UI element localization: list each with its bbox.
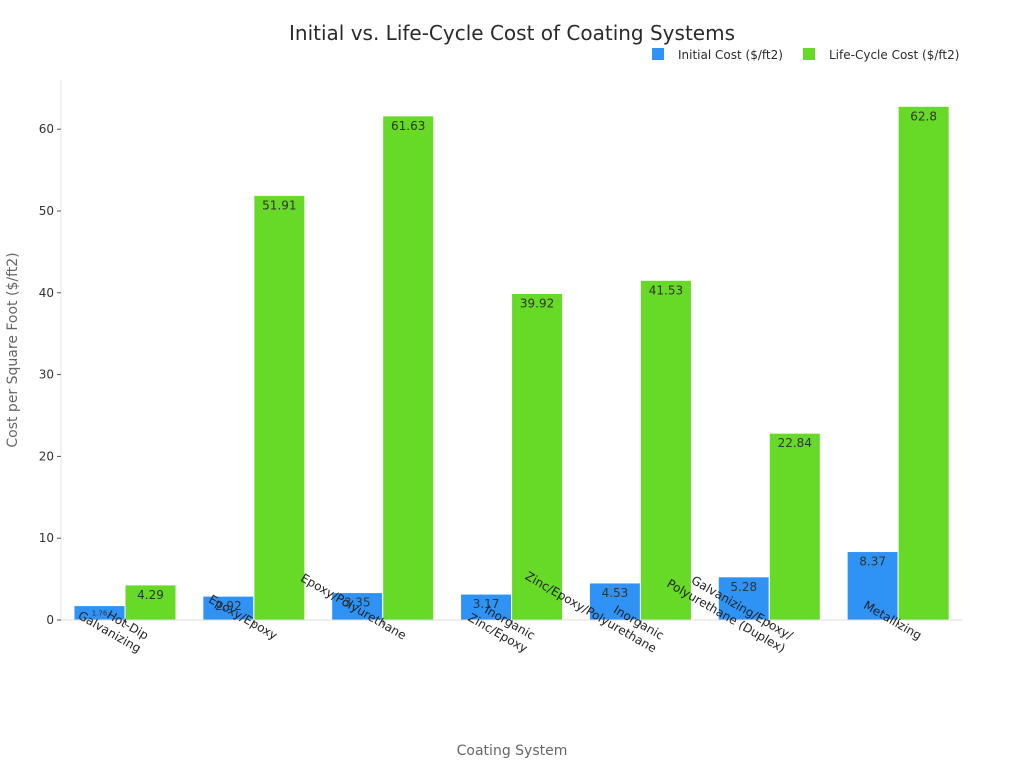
data-label: 2.92 [215, 599, 242, 613]
value-labels: 1.76 4.29 2.92 51.91 3.35 61.63 3.17 39.92 4.53 4… [92, 109, 937, 617]
data-label: 61.63 [391, 119, 425, 133]
bar-life-cycle-cost [124, 584, 177, 621]
legend-label-initial-cost: Initial Cost ($/ft2) [678, 48, 783, 62]
y-tick-label: 50 [39, 204, 54, 218]
x-axis-title: Coating System [457, 743, 568, 759]
legend: Initial Cost ($/ft2) Life-Cycle Cost ($/f… [652, 48, 959, 62]
data-label: 22.84 [778, 436, 812, 450]
legend-label-life-cycle-cost: Life-Cycle Cost ($/ft2) [829, 48, 959, 62]
data-label: 1.76 [92, 610, 108, 618]
bar-life-cycle-cost [897, 105, 950, 621]
y-tick-label: 10 [39, 531, 54, 545]
chart-title: Initial vs. Life-Cycle Cost of Coating S… [289, 21, 735, 45]
data-label: 3.35 [344, 596, 371, 610]
bar-life-cycle-cost [768, 432, 821, 621]
bar-life-cycle-cost [382, 115, 435, 621]
data-label: 51.91 [262, 198, 296, 212]
y-axis: 0 10 20 30 40 50 60 [39, 80, 62, 627]
y-axis-title: Cost per Square Foot ($/ft2) [5, 252, 21, 447]
data-label: 8.37 [859, 555, 886, 569]
y-tick-label: 30 [39, 368, 54, 382]
bars [73, 105, 950, 621]
data-label: 3.17 [473, 597, 500, 611]
legend-swatch-initial-cost [652, 48, 664, 60]
data-label: 5.28 [730, 580, 757, 594]
data-label: 39.92 [520, 296, 554, 310]
y-tick-label: 20 [39, 449, 54, 463]
bar-life-cycle-cost [639, 279, 692, 621]
y-tick-label: 40 [39, 286, 54, 300]
y-tick-label: 0 [46, 613, 54, 627]
data-label: 62.8 [910, 109, 937, 123]
legend-swatch-life-cycle-cost [803, 48, 815, 60]
data-label: 41.53 [649, 283, 683, 297]
bar-life-cycle-cost [253, 194, 306, 621]
bar-life-cycle-cost [511, 292, 564, 621]
bar-initial-cost [846, 551, 899, 621]
y-tick-label: 60 [39, 122, 54, 136]
data-label: 4.29 [137, 588, 164, 602]
data-label: 4.53 [602, 586, 629, 600]
